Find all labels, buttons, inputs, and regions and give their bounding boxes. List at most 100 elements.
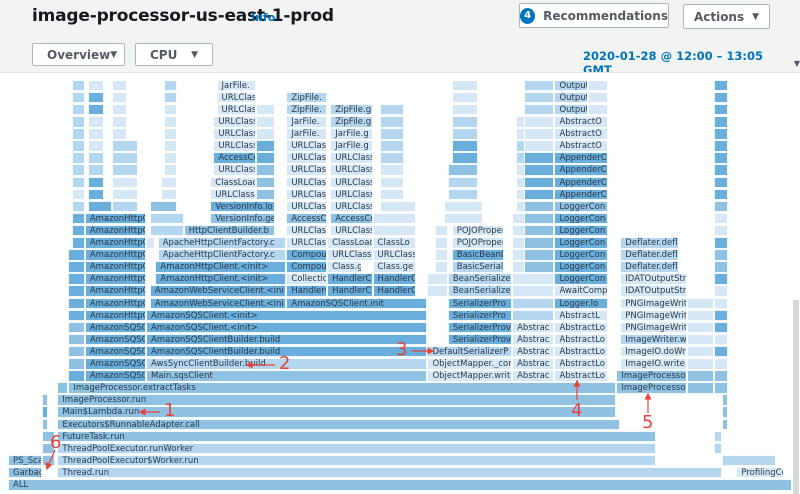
flame-frame-sliver[interactable]: [112, 128, 128, 140]
flame-frame[interactable]: JarFile.: [286, 116, 328, 128]
flame-frame[interactable]: ClassLoade: [327, 237, 373, 249]
flame-frame-sliver[interactable]: [523, 128, 555, 140]
flame-frame-sliver[interactable]: [71, 212, 85, 225]
flame-frame[interactable]: AmazonWebServiceClient.<ini: [149, 285, 287, 297]
flame-frame-sliver[interactable]: [68, 358, 85, 370]
flame-frame-sliver[interactable]: [523, 164, 555, 176]
flame-frame[interactable]: ApacheHttpClientFactory.c: [157, 249, 287, 261]
flame-frame-sliver[interactable]: [427, 285, 448, 297]
flame-frame-sliver[interactable]: [160, 176, 178, 188]
flame-frame[interactable]: Executors$RunnableAdapter.call: [57, 418, 620, 430]
flame-frame[interactable]: LoggerCon: [554, 261, 608, 273]
flame-frame-sliver[interactable]: [512, 297, 555, 309]
flame-frame-sliver[interactable]: [451, 140, 479, 152]
flame-frame-sliver[interactable]: [255, 152, 275, 164]
flame-frame-sliver[interactable]: [379, 152, 404, 164]
flame-frame-sliver[interactable]: [87, 91, 104, 104]
flame-frame[interactable]: BeanSerialize: [447, 273, 513, 285]
flame-frame[interactable]: URLClass: [286, 200, 328, 213]
flame-frame-sliver[interactable]: [435, 261, 448, 273]
flame-frame[interactable]: AbstractLo: [554, 345, 608, 358]
flame-frame[interactable]: POJOProperti: [451, 237, 505, 249]
flame-frame[interactable]: AppenderC: [554, 176, 608, 188]
flame-frame-sliver[interactable]: [71, 91, 85, 104]
flame-frame-sliver[interactable]: [713, 249, 728, 261]
flame-frame-sliver[interactable]: [512, 309, 555, 322]
flame-frame-sliver[interactable]: [722, 418, 729, 430]
flame-frame[interactable]: VersionInfo.ge: [210, 212, 275, 225]
flame-frame-sliver[interactable]: [447, 164, 479, 176]
flame-frame-sliver[interactable]: [713, 140, 728, 152]
flame-frame[interactable]: ZipFile.: [286, 103, 328, 116]
flame-frame[interactable]: IDATOutputStr: [620, 273, 687, 285]
flame-frame[interactable]: GarbageC: [8, 466, 42, 479]
flame-frame[interactable]: ProfilingCo: [736, 466, 785, 479]
flame-frame[interactable]: URLClass: [286, 164, 328, 176]
flame-frame-sliver[interactable]: [713, 116, 728, 128]
flame-frame-sliver[interactable]: [255, 116, 275, 128]
flame-frame-sliver[interactable]: [68, 273, 85, 285]
flame-frame[interactable]: ImageProcessor$Br: [616, 382, 687, 394]
flame-frame[interactable]: OutputS: [554, 79, 589, 92]
flame-frame-sliver[interactable]: [713, 297, 728, 309]
flame-frame-sliver[interactable]: [523, 188, 555, 201]
flame-frame-sliver[interactable]: [71, 188, 85, 201]
flame-frame-sliver[interactable]: [112, 164, 139, 176]
flame-frame[interactable]: URLClass: [213, 128, 256, 140]
flame-frame[interactable]: URLClassP: [330, 176, 373, 188]
recommendations-button[interactable]: 4 Recommendations: [519, 3, 669, 28]
flame-frame[interactable]: CompoundI: [286, 249, 328, 261]
flame-frame-sliver[interactable]: [87, 152, 104, 164]
flame-frame-sliver[interactable]: [57, 382, 69, 394]
flame-frame[interactable]: URLClass: [286, 188, 328, 201]
flame-frame-sliver[interactable]: [372, 212, 416, 225]
flame-frame[interactable]: AppenderC: [554, 164, 608, 176]
flame-frame-sliver[interactable]: [164, 91, 178, 104]
flame-frame-sliver[interactable]: [379, 164, 404, 176]
flame-frame-sliver[interactable]: [164, 140, 178, 152]
flame-frame-sliver[interactable]: [686, 345, 714, 358]
flame-frame-sliver[interactable]: [523, 91, 555, 104]
flame-frame-sliver[interactable]: [87, 188, 104, 201]
flame-frame-sliver[interactable]: [523, 261, 555, 273]
flame-frame-sliver[interactable]: [523, 116, 555, 128]
flame-frame-sliver[interactable]: [41, 418, 48, 430]
flame-frame-sliver[interactable]: [686, 321, 714, 334]
flame-frame[interactable]: URLClass: [286, 140, 328, 152]
flame-frame-sliver[interactable]: [713, 442, 723, 455]
flame-frame[interactable]: LoggerCon: [554, 237, 608, 249]
flame-frame[interactable]: URLClassLo: [327, 249, 373, 261]
flame-frame-sliver[interactable]: [71, 140, 85, 152]
flame-frame[interactable]: Main.sqsClient: [145, 370, 428, 382]
flame-frame[interactable]: AbstractL: [554, 309, 608, 322]
flame-frame-sliver[interactable]: [255, 164, 275, 176]
flame-frame-sliver[interactable]: [71, 164, 85, 176]
flame-frame[interactable]: BasicBeanDes: [451, 249, 505, 261]
flame-frame-sliver[interactable]: [523, 152, 555, 164]
flame-frame-sliver[interactable]: [713, 358, 728, 370]
flame-frame[interactable]: Abstrac: [512, 333, 555, 346]
flame-frame-sliver[interactable]: [71, 128, 85, 140]
flame-frame-sliver[interactable]: [523, 103, 555, 116]
flame-frame-sliver[interactable]: [160, 188, 178, 201]
flame-frame-sliver[interactable]: [451, 79, 479, 92]
flame-frame[interactable]: DefaultSerializerP: [427, 345, 513, 358]
flame-frame-sliver[interactable]: [713, 152, 728, 164]
flame-frame[interactable]: BeanSerialize: [447, 285, 513, 297]
flame-frame[interactable]: OutputS: [554, 91, 589, 104]
flame-frame[interactable]: AmazonSQSCli: [84, 333, 146, 346]
flame-frame[interactable]: URLClass: [286, 176, 328, 188]
flame-frame[interactable]: PNGImageWriter: [620, 297, 687, 309]
flame-frame-sliver[interactable]: [443, 200, 484, 213]
flame-frame-sliver[interactable]: [164, 103, 178, 116]
flame-frame-sliver[interactable]: [68, 285, 85, 297]
flame-frame[interactable]: CompoundI: [286, 261, 328, 273]
flame-frame[interactable]: ApacheHttpClientFactory.c: [157, 237, 287, 249]
flame-frame[interactable]: AmazonSQSClient.init: [286, 297, 428, 309]
flame-frame[interactable]: HandlerCha: [327, 285, 373, 297]
flame-frame[interactable]: ImageWriter.wr: [620, 333, 687, 346]
flame-frame-sliver[interactable]: [686, 309, 714, 322]
flame-frame-sliver[interactable]: [379, 103, 404, 116]
flame-frame[interactable]: AmazonSQSClientBuilder.build: [145, 333, 428, 346]
flame-frame-sliver[interactable]: [87, 103, 104, 116]
